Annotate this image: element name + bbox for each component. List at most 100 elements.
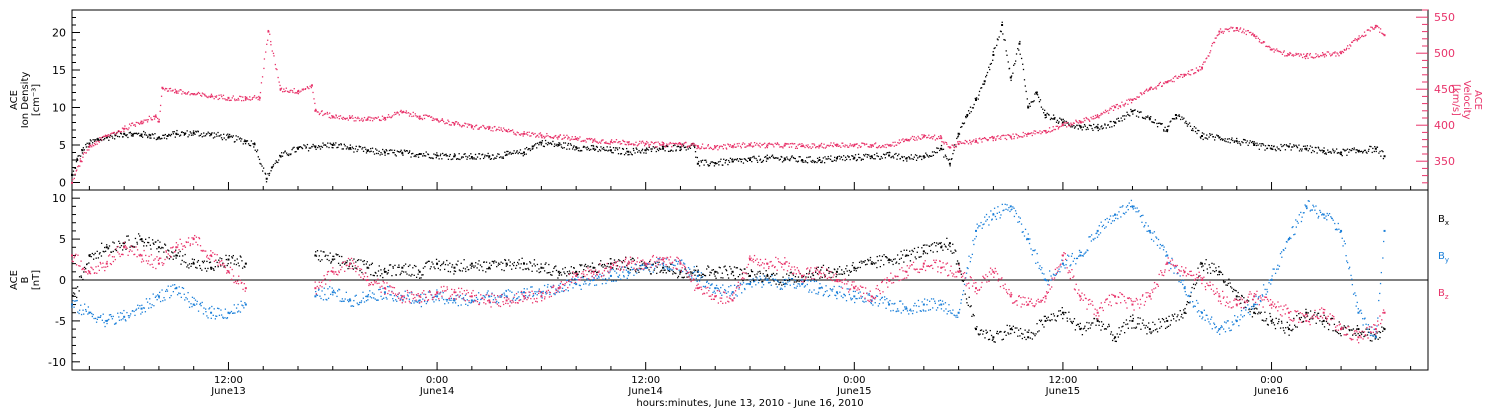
data-point: [1301, 317, 1302, 318]
data-point: [364, 260, 365, 261]
data-point: [400, 273, 401, 274]
data-point: [1192, 69, 1193, 70]
data-point: [654, 142, 655, 143]
data-point: [324, 288, 325, 289]
data-point: [966, 114, 968, 116]
data-point: [1312, 150, 1313, 151]
data-point: [173, 133, 174, 134]
data-point: [1189, 122, 1190, 123]
data-point: [740, 269, 741, 270]
data-point: [217, 308, 218, 309]
data-point: [780, 159, 781, 160]
data-point: [836, 146, 837, 147]
data-point: [191, 306, 192, 307]
data-point: [1109, 109, 1110, 110]
data-point: [444, 303, 445, 304]
data-point: [808, 157, 809, 158]
data-point: [1308, 150, 1309, 151]
data-point: [1198, 276, 1199, 277]
data-point: [1321, 150, 1322, 151]
data-point: [1242, 31, 1243, 32]
data-point: [754, 142, 755, 143]
data-point: [879, 255, 880, 256]
data-point: [1164, 321, 1165, 322]
data-point: [581, 150, 582, 151]
data-point: [912, 136, 913, 137]
data-point: [176, 134, 177, 135]
data-point: [1216, 270, 1217, 271]
data-point: [1382, 151, 1383, 152]
data-point: [178, 252, 179, 253]
data-point: [1076, 325, 1077, 326]
data-point: [856, 143, 857, 144]
data-point: [1237, 143, 1238, 144]
data-point: [322, 142, 323, 143]
data-point: [211, 132, 212, 133]
data-point: [258, 156, 259, 157]
data-point: [1198, 71, 1199, 72]
data-point: [484, 156, 485, 157]
data-point: [540, 132, 541, 133]
data-point: [903, 160, 904, 161]
data-point: [211, 94, 212, 95]
data-point: [1117, 333, 1118, 334]
data-point: [136, 122, 137, 123]
data-point: [517, 262, 518, 263]
data-point: [936, 147, 937, 148]
data-point: [526, 268, 527, 269]
data-point: [995, 138, 996, 139]
data-point: [267, 173, 268, 174]
data-point: [722, 165, 723, 166]
data-point: [1375, 148, 1377, 150]
data-point: [188, 301, 189, 302]
data-point: [964, 143, 965, 144]
data-point: [1040, 321, 1041, 322]
data-point: [693, 269, 694, 270]
data-point: [187, 130, 188, 131]
data-point: [320, 250, 321, 251]
data-point: [1175, 75, 1176, 76]
data-point: [189, 263, 190, 264]
data-point: [74, 167, 75, 168]
data-point: [852, 144, 853, 145]
data-point: [419, 116, 421, 118]
data-point: [446, 300, 447, 301]
data-point: [916, 155, 917, 156]
data-point: [369, 151, 370, 152]
data-point: [363, 264, 364, 265]
data-point: [441, 158, 442, 159]
data-point: [1091, 128, 1092, 129]
data-point: [409, 115, 410, 116]
data-point: [707, 164, 708, 165]
data-point: [603, 147, 604, 148]
data-point: [1137, 317, 1138, 318]
data-point: [429, 115, 430, 116]
data-point: [1009, 68, 1010, 69]
data-point: [846, 159, 847, 160]
data-point: [937, 251, 938, 252]
data-point: [496, 301, 497, 302]
data-point: [1012, 73, 1013, 74]
data-point: [529, 261, 530, 262]
data-point: [995, 341, 996, 342]
data-point: [339, 289, 340, 290]
data-point: [275, 163, 276, 164]
data-point: [1231, 137, 1232, 138]
data-point: [438, 121, 439, 122]
data-point: [1002, 22, 1003, 23]
data-point: [963, 281, 964, 282]
data-point: [848, 275, 849, 276]
data-point: [1227, 285, 1228, 286]
data-point: [832, 272, 833, 273]
data-point: [471, 266, 472, 267]
data-point: [1383, 158, 1384, 159]
data-point: [231, 311, 232, 312]
data-point: [512, 263, 513, 264]
data-point: [669, 271, 670, 272]
data-point: [162, 300, 163, 301]
data-point: [1090, 324, 1091, 325]
data-point: [1236, 140, 1238, 142]
data-point: [909, 251, 910, 252]
data-point: [200, 135, 201, 136]
data-point: [833, 146, 834, 147]
